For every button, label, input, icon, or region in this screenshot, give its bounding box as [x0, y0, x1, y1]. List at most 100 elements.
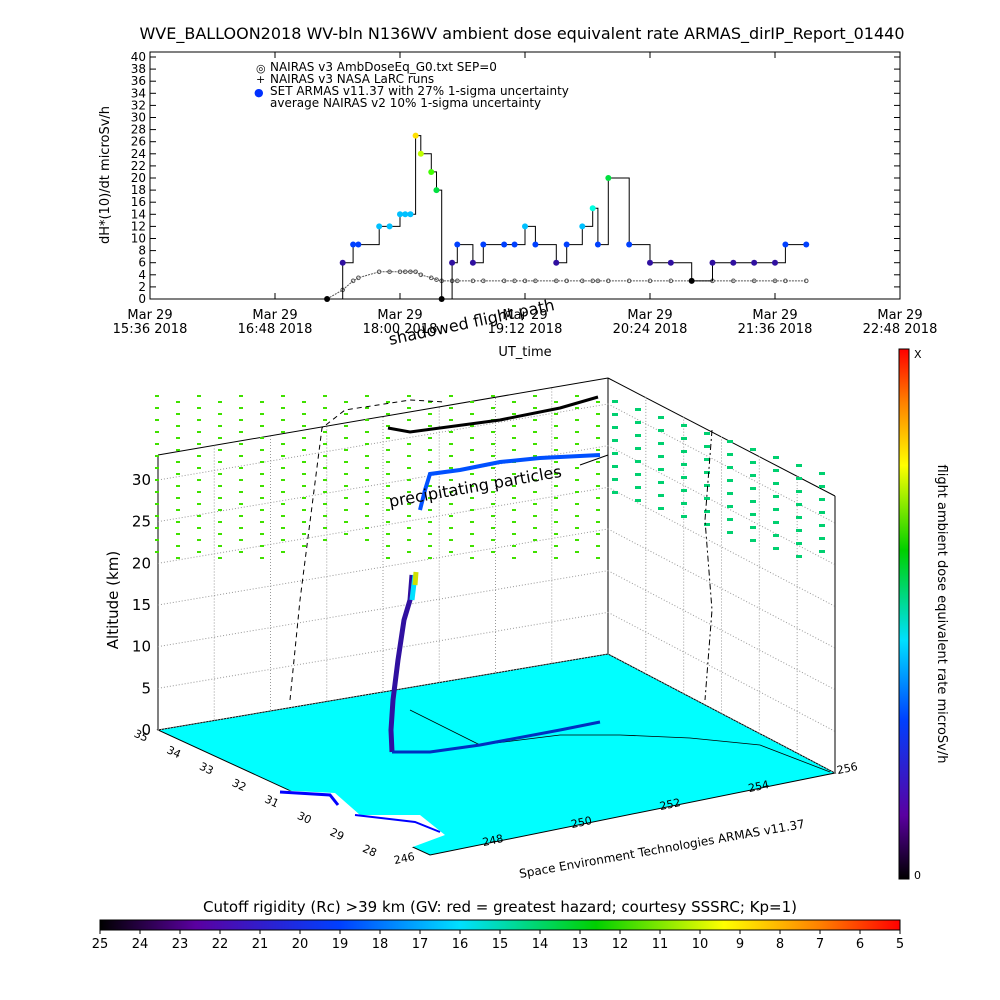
- rigidity-dash: [449, 551, 453, 553]
- x-tick-time: 22:48 2018: [863, 322, 938, 337]
- rigidity-dash: [197, 395, 201, 397]
- rigidity-dash: [773, 521, 779, 524]
- longitude-tick-label: 254: [747, 778, 770, 795]
- x-axis-label: UT_time: [498, 345, 551, 360]
- rigidity-dash: [596, 461, 600, 463]
- rigidity-dash: [704, 471, 710, 474]
- rigidity-dash: [635, 499, 641, 502]
- rigidity-dash: [386, 473, 390, 475]
- rigidity-dash: [533, 539, 537, 541]
- armas-point: [449, 259, 456, 266]
- rigidity-tick-label: 10: [692, 937, 709, 952]
- rigidity-dash: [344, 521, 348, 523]
- longitude-tick-label: 252: [658, 796, 681, 813]
- rigidity-dash: [491, 455, 495, 457]
- rigidity-dash: [533, 479, 537, 481]
- rigidity-dash: [727, 518, 733, 521]
- rigidity-dash: [554, 401, 558, 403]
- rigidity-dash: [554, 533, 558, 535]
- rigidity-dash: [323, 467, 327, 469]
- rigidity-dash: [773, 495, 779, 498]
- rigidity-dash: [575, 443, 579, 445]
- rigidity-dash: [218, 449, 222, 451]
- rigidity-dash: [470, 425, 474, 427]
- series-line-armas: [327, 135, 807, 300]
- x-tick-time: 18:00 2018: [363, 322, 438, 337]
- rigidity-dash: [554, 557, 558, 559]
- rigidity-dash: [533, 431, 537, 433]
- rigidity-dash: [470, 473, 474, 475]
- shadow-path-floor: [409, 709, 831, 773]
- rigidity-dash: [323, 455, 327, 457]
- rigidity-dash: [449, 431, 453, 433]
- armas-point: [454, 241, 461, 248]
- nairas-point: [428, 275, 434, 281]
- rigidity-dash: [491, 407, 495, 409]
- altitude-tick-label: 5: [141, 679, 151, 697]
- rigidity-dash: [512, 521, 516, 523]
- rigidity-dash: [281, 539, 285, 541]
- rigidity-dash: [428, 557, 432, 559]
- rigidity-tick-label: 13: [572, 937, 589, 952]
- nairas-point: [553, 278, 559, 284]
- rigidity-dash: [260, 557, 264, 559]
- rigidity-tick-label: 16: [452, 937, 469, 952]
- flight-path-descent: [392, 720, 601, 754]
- rigidity-dash: [470, 413, 474, 415]
- rigidity-dash: [596, 425, 600, 427]
- rigidity-dash: [449, 527, 453, 529]
- page-title: WVE_BALLOON2018 WV-bln N136WV ambient do…: [139, 24, 904, 44]
- rigidity-dash: [773, 508, 779, 511]
- rigidity-dash: [612, 491, 618, 494]
- rigidity-dash: [533, 527, 537, 529]
- rigidity-dash: [239, 527, 243, 529]
- wall-edge: [157, 377, 609, 456]
- nairas-point: [668, 278, 674, 284]
- rigidity-dash: [428, 461, 432, 463]
- rigidity-tick-label: 19: [332, 937, 349, 952]
- rigidity-dash: [407, 419, 411, 421]
- rigidity-dash: [596, 521, 600, 523]
- rigidity-dash: [704, 458, 710, 461]
- rigidity-dash: [428, 533, 432, 535]
- rigidity-dash: [344, 497, 348, 499]
- rigidity-dash: [512, 425, 516, 427]
- rigidity-dash: [323, 407, 327, 409]
- rigidity-dash: [260, 437, 264, 439]
- rigidity-dash: [386, 425, 390, 427]
- longitude-ticks: 246 248 250 252 254 256: [393, 760, 859, 867]
- rigidity-dash: [176, 509, 180, 511]
- rigidity-dash: [197, 491, 201, 493]
- rigidity-dash: [281, 467, 285, 469]
- legend-symbol-1: +: [256, 73, 265, 86]
- rigidity-dash: [260, 413, 264, 415]
- rigidity-dash: [727, 479, 733, 482]
- x-tick-date: Mar 29: [502, 308, 547, 323]
- rigidity-dash: [819, 524, 825, 527]
- rigidity-dash: [281, 395, 285, 397]
- rigidity-dash: [512, 497, 516, 499]
- x-tick-date: Mar 29: [752, 308, 797, 323]
- rigidity-dash: [386, 449, 390, 451]
- rigidity-dash: [796, 555, 802, 558]
- y-tick-label: 6: [138, 256, 146, 270]
- y-tick-label: 38: [131, 62, 146, 76]
- rigidity-dash: [635, 421, 641, 424]
- back-wall-gridline: [157, 611, 609, 689]
- rigidity-dash: [612, 439, 618, 442]
- rigidity-dash: [681, 502, 687, 505]
- rigidity-colorbar-ticks: 25 24 23 22 21 20 19 18 17 16 15 14 13 12 11 10 9 8 7 6 5: [92, 930, 904, 952]
- y-tick-label: 16: [131, 195, 146, 209]
- armas-point: [647, 259, 653, 266]
- rigidity-dash: [428, 485, 432, 487]
- rigidity-dash: [554, 545, 558, 547]
- rigidity-dash: [407, 491, 411, 493]
- rigidity-dash: [554, 461, 558, 463]
- side-wall-gridline: [607, 528, 836, 649]
- rigidity-dash: [750, 513, 756, 516]
- rigidity-dash: [218, 545, 222, 547]
- rigidity-dash: [344, 461, 348, 463]
- rigidity-tick-label: 18: [372, 937, 389, 952]
- rigidity-dash: [197, 503, 201, 505]
- nairas-point: [595, 278, 601, 284]
